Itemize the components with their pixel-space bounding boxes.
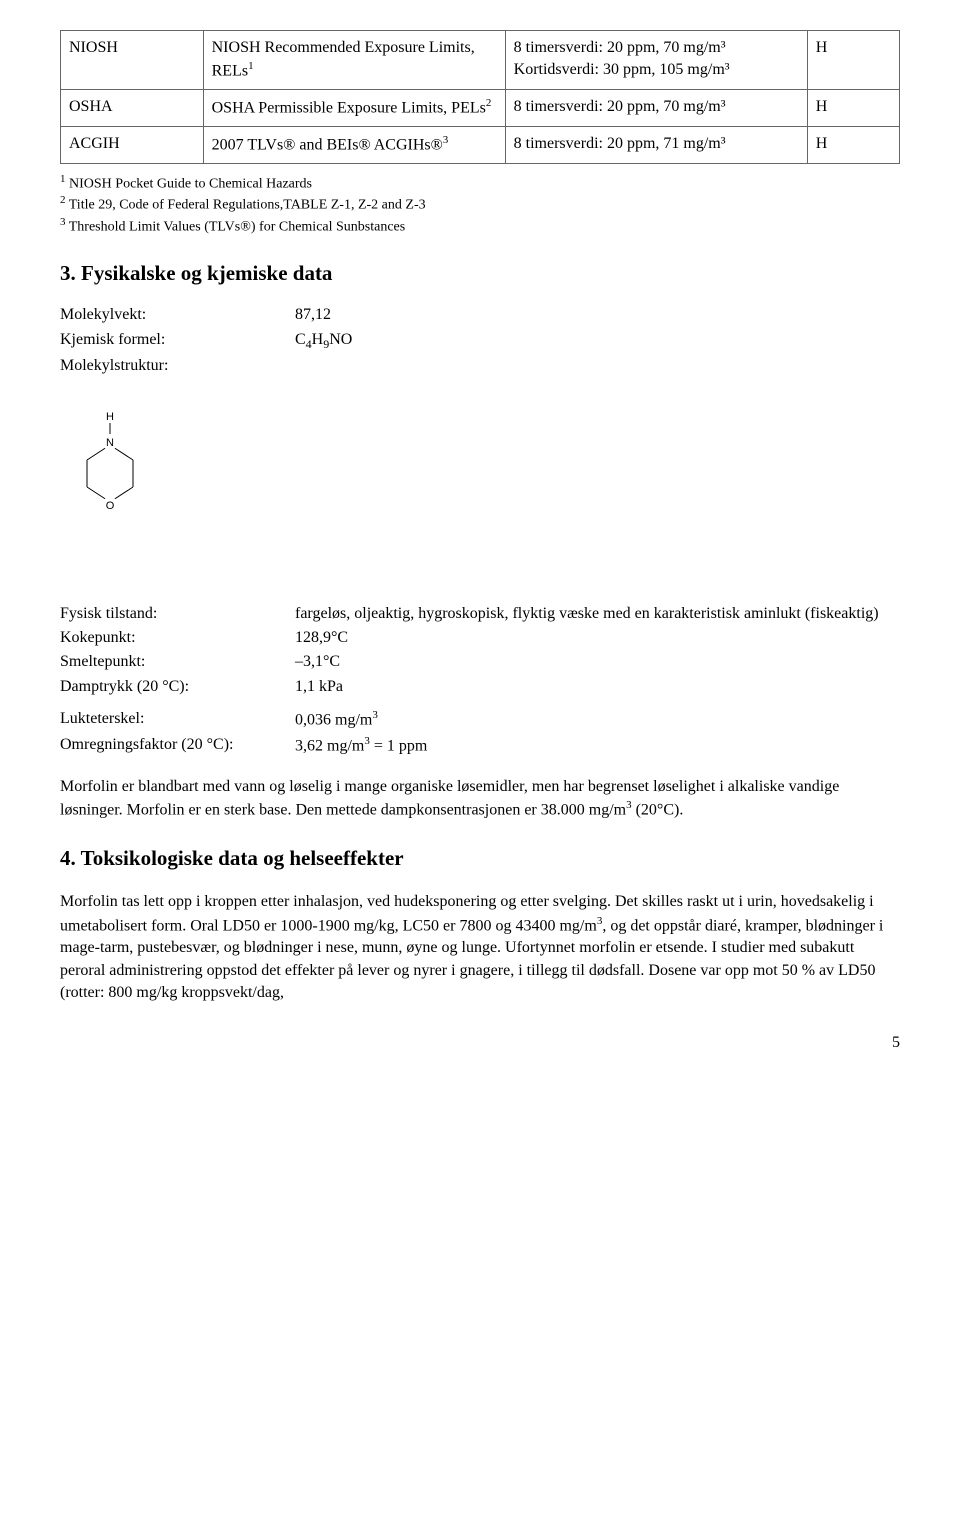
source-cell: OSHA Permissible Exposure Limits, PELs2 <box>203 90 505 127</box>
source-sup: 2 <box>486 97 492 109</box>
para-text: Morfolin er blandbart med vann og løseli… <box>60 778 839 819</box>
page-number: 5 <box>60 1032 900 1054</box>
tilstand-value: fargeløs, oljeaktig, hygroskopisk, flykt… <box>295 603 900 625</box>
atom-O: O <box>106 500 115 512</box>
molecule-structure: H N O <box>70 405 900 542</box>
kokepunkt-label: Kokepunkt: <box>60 627 295 649</box>
footnote-text: Threshold Limit Values (TLVs®) for Chemi… <box>66 220 406 235</box>
value-text: 0,036 mg/m <box>295 712 372 729</box>
value-sup: 3 <box>372 709 378 721</box>
atom-N: N <box>106 437 114 449</box>
footnote-3: 3 Threshold Limit Values (TLVs®) for Che… <box>60 215 900 237</box>
atom-H: H <box>106 411 114 423</box>
footnotes: 1 NIOSH Pocket Guide to Chemical Hazards… <box>60 172 900 238</box>
source-text: OSHA Permissible Exposure Limits, PELs <box>212 99 486 116</box>
physical-properties: Fysisk tilstand: fargeløs, oljeaktig, hy… <box>60 603 900 758</box>
org-cell: NIOSH <box>61 31 204 90</box>
value-text: 3,62 mg/m <box>295 737 364 754</box>
formula-part: NO <box>329 331 352 348</box>
molvekt-value: 87,12 <box>295 304 900 326</box>
para-text: (20°C). <box>632 801 684 818</box>
kokepunkt-value: 128,9°C <box>295 627 900 649</box>
struktur-label: Molekylstruktur: <box>60 355 295 377</box>
source-sup: 1 <box>248 60 254 72</box>
formula-part: C <box>295 331 306 348</box>
section-3-heading: 3. Fysikalske og kjemiske data <box>60 259 900 288</box>
formula-part: H <box>312 331 324 348</box>
source-sup: 3 <box>443 134 449 146</box>
footnote-text: Title 29, Code of Federal Regulations,TA… <box>66 198 426 213</box>
source-cell: NIOSH Recommended Exposure Limits, RELs1 <box>203 31 505 90</box>
smeltepunkt-label: Smeltepunkt: <box>60 651 295 673</box>
molvekt-label: Molekylvekt: <box>60 304 295 326</box>
table-row: ACGIH 2007 TLVs® and BEIs® ACGIHs®3 8 ti… <box>61 126 900 163</box>
omregn-value: 3,62 mg/m3 = 1 ppm <box>295 734 900 758</box>
section-4-heading: 4. Toksikologiske data og helseeffekter <box>60 844 900 873</box>
morpholine-svg: H N O <box>70 405 150 535</box>
footnote-1: 1 NIOSH Pocket Guide to Chemical Hazards <box>60 172 900 194</box>
lukteterskel-value: 0,036 mg/m3 <box>295 708 900 732</box>
source-text: 2007 TLVs® and BEIs® ACGIHs® <box>212 136 443 153</box>
struktur-spacer <box>295 355 900 377</box>
formel-label: Kjemisk formel: <box>60 329 295 353</box>
footnote-2: 2 Title 29, Code of Federal Regulations,… <box>60 193 900 215</box>
footnote-text: NIOSH Pocket Guide to Chemical Hazards <box>66 176 313 191</box>
omregn-label: Omregningsfaktor (20 °C): <box>60 734 295 758</box>
limit-cell: 8 timersverdi: 20 ppm, 71 mg/m³ <box>505 126 807 163</box>
formel-value: C4H9NO <box>295 329 900 353</box>
damptrykk-value: 1,1 kPa <box>295 676 900 698</box>
paragraph-tox: Morfolin tas lett opp i kroppen etter in… <box>60 891 900 1004</box>
smeltepunkt-value: –3,1°C <box>295 651 900 673</box>
note-cell: H <box>807 126 899 163</box>
paragraph-solubility: Morfolin er blandbart med vann og løseli… <box>60 776 900 822</box>
note-cell: H <box>807 90 899 127</box>
note-cell: H <box>807 31 899 90</box>
limit-cell: 8 timersverdi: 20 ppm, 70 mg/m³ Kortidsv… <box>505 31 807 90</box>
exposure-limits-table: NIOSH NIOSH Recommended Exposure Limits,… <box>60 30 900 164</box>
lukteterskel-label: Lukteterskel: <box>60 708 295 732</box>
limit-cell: 8 timersverdi: 20 ppm, 70 mg/m³ <box>505 90 807 127</box>
table-row: NIOSH NIOSH Recommended Exposure Limits,… <box>61 31 900 90</box>
molecular-properties: Molekylvekt: 87,12 Kjemisk formel: C4H9N… <box>60 304 900 377</box>
org-cell: OSHA <box>61 90 204 127</box>
value-text: = 1 ppm <box>370 737 427 754</box>
table-row: OSHA OSHA Permissible Exposure Limits, P… <box>61 90 900 127</box>
damptrykk-label: Damptrykk (20 °C): <box>60 676 295 698</box>
tilstand-label: Fysisk tilstand: <box>60 603 295 625</box>
org-cell: ACGIH <box>61 126 204 163</box>
source-cell: 2007 TLVs® and BEIs® ACGIHs®3 <box>203 126 505 163</box>
